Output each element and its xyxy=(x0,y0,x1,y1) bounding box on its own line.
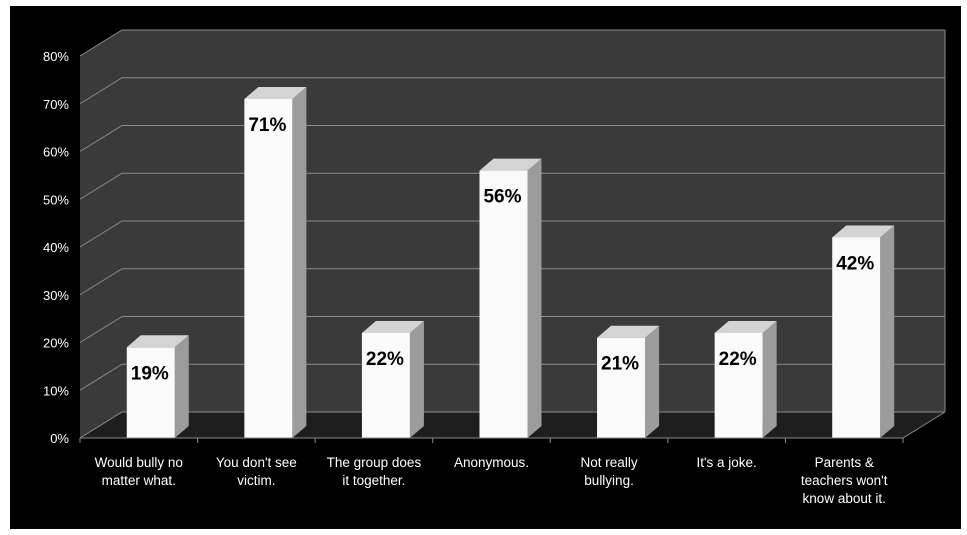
bar-front xyxy=(244,98,293,438)
bar-front xyxy=(714,332,763,438)
bar-top xyxy=(361,320,424,333)
bar: 21% xyxy=(597,325,660,438)
bar: 22% xyxy=(714,320,777,438)
bar: 71% xyxy=(244,86,307,438)
bar-front xyxy=(479,170,528,438)
gridline xyxy=(79,172,945,200)
gridline xyxy=(79,125,945,152)
floor-edge xyxy=(902,411,946,439)
category-label: It's a joke. xyxy=(696,455,756,470)
gridline xyxy=(79,77,945,105)
data-label: 42% xyxy=(836,253,874,274)
bar: 56% xyxy=(479,158,542,438)
gridline xyxy=(79,363,945,391)
y-tick-label: 80% xyxy=(43,49,69,64)
gridlines xyxy=(79,29,946,439)
category-label: Not really xyxy=(581,455,638,470)
y-tick-label: 10% xyxy=(43,383,69,398)
bar-top xyxy=(244,86,307,99)
y-tick-label: 70% xyxy=(43,97,69,112)
category-label: The group does xyxy=(327,455,422,470)
bar: 19% xyxy=(126,335,189,438)
category-label: bullying. xyxy=(584,473,634,488)
bar-chart: 0% 10% 20% 30% 40% 50% 60% 70% 80% 19% 71% 22% 56% 2… xyxy=(43,29,946,506)
x-axis: Would bully no matter what. You don't see v… xyxy=(79,437,904,506)
bar-top xyxy=(597,325,660,338)
bar-top xyxy=(832,225,895,238)
y-tick-label: 50% xyxy=(43,192,69,207)
data-label: 71% xyxy=(248,115,286,136)
bar-top xyxy=(126,335,189,348)
y-tick-label: 60% xyxy=(43,145,69,160)
bar-side xyxy=(762,320,777,438)
category-label: teachers won't xyxy=(801,473,888,488)
bar: 22% xyxy=(361,320,424,438)
bar-side xyxy=(409,320,424,438)
category-label: Anonymous. xyxy=(454,455,529,470)
bar-top xyxy=(714,320,777,333)
y-tick-label: 30% xyxy=(43,288,69,303)
category-label: You don't see xyxy=(216,455,297,470)
bars: 19% 71% 22% 56% 21% 22% 42% xyxy=(126,86,895,438)
bar-front xyxy=(126,347,175,438)
data-label: 21% xyxy=(601,354,639,375)
chart-frame: 0% 10% 20% 30% 40% 50% 60% 70% 80% 19% 71% 22% 56% 2… xyxy=(10,6,961,529)
bar: 42% xyxy=(832,225,895,438)
gridline xyxy=(79,220,945,248)
gridline xyxy=(79,316,945,343)
bar-front xyxy=(597,337,646,438)
category-label: victim. xyxy=(237,473,275,488)
y-tick-label: 20% xyxy=(43,336,69,351)
category-label: Parents & xyxy=(815,455,874,470)
bar-front xyxy=(832,237,881,438)
data-label: 56% xyxy=(483,187,521,208)
gridline xyxy=(79,29,945,57)
y-tick-label: 40% xyxy=(43,240,69,255)
bar-top xyxy=(479,158,542,171)
data-label: 22% xyxy=(366,349,404,370)
gridline xyxy=(79,268,945,296)
category-label: matter what. xyxy=(102,473,176,488)
category-label: Would bully no xyxy=(95,455,183,470)
data-label: 19% xyxy=(131,363,169,384)
bar-side xyxy=(880,225,895,438)
gridline xyxy=(79,411,945,439)
category-label: know about it. xyxy=(803,491,886,506)
category-label: it together. xyxy=(342,473,405,488)
y-axis: 0% 10% 20% 30% 40% 50% 60% 70% 80% xyxy=(43,49,69,446)
bar-side xyxy=(527,158,542,438)
bar-front xyxy=(361,332,410,438)
data-label: 22% xyxy=(719,349,757,370)
bar-side xyxy=(174,335,189,438)
bar-side xyxy=(292,86,307,438)
y-tick-label: 0% xyxy=(50,431,69,446)
bar-side xyxy=(645,325,660,438)
